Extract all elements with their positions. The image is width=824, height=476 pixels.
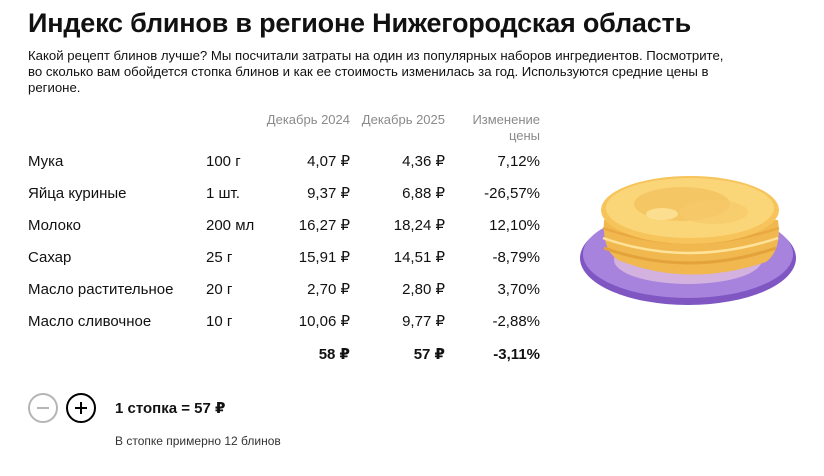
decrease-button[interactable] bbox=[28, 393, 58, 423]
ingredient-quantity: 10 г bbox=[206, 313, 233, 330]
table-row: Мука 100 г 4,07 ₽ 4,36 ₽ 7,12% bbox=[28, 150, 548, 174]
price-2025: 18,24 ₽ bbox=[393, 217, 445, 234]
table-row: Яйца куриные 1 шт. 9,37 ₽ 6,88 ₽ -26,57% bbox=[28, 182, 548, 206]
price-change: -2,88% bbox=[492, 313, 540, 330]
price-2024: 10,06 ₽ bbox=[298, 313, 350, 330]
price-change: -26,57% bbox=[484, 185, 540, 202]
price-2024: 2,70 ₽ bbox=[307, 281, 350, 298]
total-change: -3,11% bbox=[493, 346, 540, 363]
price-2024: 15,91 ₽ bbox=[298, 249, 350, 266]
price-2024: 4,07 ₽ bbox=[307, 153, 350, 170]
price-change: 7,12% bbox=[497, 153, 540, 170]
header-dec-2024: Декабрь 2024 bbox=[266, 112, 350, 127]
price-change: 12,10% bbox=[489, 217, 540, 234]
increase-button[interactable] bbox=[66, 393, 96, 423]
page-description: Какой рецепт блинов лучше? Мы посчитали … bbox=[28, 48, 724, 95]
price-change: -8,79% bbox=[492, 249, 540, 266]
ingredient-quantity: 100 г bbox=[206, 153, 241, 170]
stack-price-label: 1 стопка = 57 ₽ bbox=[115, 400, 226, 417]
total-2025: 57 ₽ bbox=[413, 346, 445, 363]
price-2024: 9,37 ₽ bbox=[307, 185, 350, 202]
header-dec-2025: Декабрь 2025 bbox=[361, 112, 445, 127]
pancake-stack-illustration bbox=[580, 176, 796, 305]
ingredient-name: Масло растительное bbox=[28, 281, 174, 298]
table-row: Масло сливочное 10 г 10,06 ₽ 9,77 ₽ -2,8… bbox=[28, 310, 548, 334]
minus-icon bbox=[37, 407, 49, 409]
price-2025: 4,36 ₽ bbox=[402, 153, 445, 170]
table-row: Молоко 200 мл 16,27 ₽ 18,24 ₽ 12,10% bbox=[28, 214, 548, 238]
stack-note: В стопке примерно 12 блинов bbox=[115, 434, 281, 448]
header-price-change: Изменение цены bbox=[472, 112, 540, 143]
table-total-row: 58 ₽ 57 ₽ -3,11% bbox=[28, 343, 548, 367]
ingredient-name: Молоко bbox=[28, 217, 82, 234]
ingredient-name: Яйца куриные bbox=[28, 185, 127, 202]
ingredient-name: Сахар bbox=[28, 249, 72, 266]
ingredient-quantity: 1 шт. bbox=[206, 185, 240, 202]
total-2024: 58 ₽ bbox=[318, 346, 350, 363]
ingredient-quantity: 20 г bbox=[206, 281, 233, 298]
ingredient-name: Масло сливочное bbox=[28, 313, 152, 330]
price-2025: 6,88 ₽ bbox=[402, 185, 445, 202]
price-2024: 16,27 ₽ bbox=[298, 217, 350, 234]
page-title: Индекс блинов в регионе Нижегородская об… bbox=[28, 8, 691, 38]
ingredient-quantity: 200 мл bbox=[206, 217, 255, 234]
price-2025: 2,80 ₽ bbox=[402, 281, 445, 298]
table-row: Масло растительное 20 г 2,70 ₽ 2,80 ₽ 3,… bbox=[28, 278, 548, 302]
plus-icon bbox=[75, 402, 87, 414]
price-change: 3,70% bbox=[497, 281, 540, 298]
ingredient-quantity: 25 г bbox=[206, 249, 233, 266]
price-2025: 9,77 ₽ bbox=[402, 313, 445, 330]
ingredient-name: Мука bbox=[28, 153, 64, 170]
table-row: Сахар 25 г 15,91 ₽ 14,51 ₽ -8,79% bbox=[28, 246, 548, 270]
price-2025: 14,51 ₽ bbox=[393, 249, 445, 266]
